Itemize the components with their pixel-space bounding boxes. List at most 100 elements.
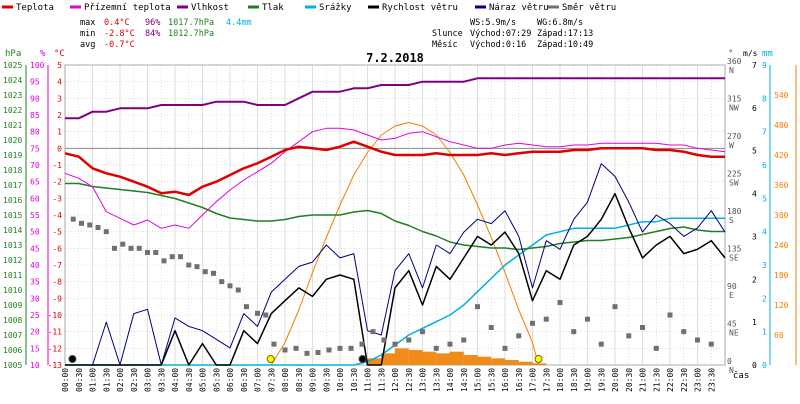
stat-min-temp: -2.8°C [104, 29, 135, 39]
tick-label-time: 20:00 [611, 368, 620, 392]
tick-label-wind: 0 [752, 361, 757, 370]
tick-label-time: 08:00 [281, 368, 290, 392]
wind-direction-point [161, 258, 167, 264]
wind-direction-point [708, 341, 714, 347]
tick-label-direction-name: S [729, 216, 734, 225]
tick-label-time: 01:00 [89, 368, 98, 392]
wind-direction-point [120, 241, 126, 247]
stat-max-press: 1017.7hPa [168, 18, 214, 28]
wind-direction-point [153, 250, 159, 255]
series-line-tlak [65, 182, 725, 251]
tick-label-direction: 315 [727, 95, 742, 104]
tick-label-rain: 6 [762, 161, 767, 170]
tick-label-percent: 20 [30, 328, 40, 337]
sun-label: Slunce [432, 29, 463, 39]
tick-label-wind: 7 [752, 61, 757, 70]
wind-direction-point [235, 287, 241, 293]
wind-direction-point [169, 254, 175, 260]
wind-direction-point [178, 254, 183, 260]
tick-label-direction: 360 [727, 57, 742, 66]
legend-label: Tlak [262, 3, 284, 13]
tick-label-time: 20:30 [625, 368, 634, 392]
wind-direction-point [502, 345, 508, 351]
tick-label-time: 07:00 [254, 368, 263, 392]
moonrise-time: Východ:0:16 [470, 40, 526, 50]
tick-label-percent: 80 [30, 128, 40, 137]
wind-direction-point [488, 325, 494, 330]
tick-label-hpa: 1006 [3, 346, 22, 355]
axis-title-percent: % [40, 49, 46, 59]
legend-label: Rychlost větru [382, 3, 458, 13]
sunset-time: Západ:17:13 [537, 29, 593, 39]
tick-label-sun: 120 [774, 301, 789, 310]
tick-label-celsius: 4 [57, 78, 62, 87]
legend-label: Náraz větru [489, 3, 549, 13]
tick-label-time: 12:30 [405, 368, 414, 392]
wind-direction-point [87, 222, 93, 228]
tick-label-time: 16:00 [501, 368, 510, 392]
wind-direction-point [447, 341, 453, 347]
tick-label-hpa: 1008 [3, 316, 22, 325]
tick-label-celsius: -13 [48, 361, 63, 370]
rain-bar [450, 351, 464, 365]
wind-direction-point [475, 304, 480, 310]
wind-direction-point [695, 337, 700, 343]
moon-label: Měsíc [432, 40, 458, 50]
tick-label-hpa: 1009 [3, 301, 22, 310]
wind-direction-point [128, 245, 134, 251]
tick-label-celsius: -9 [52, 294, 62, 303]
tick-label-time: 00:00 [61, 368, 70, 392]
sunrise-time: Východ:07:29 [470, 29, 531, 39]
rain-bar [381, 353, 395, 365]
series-line-naraz-vetru [65, 163, 726, 366]
wind-direction-point [202, 269, 208, 275]
tick-label-celsius: -1 [52, 161, 62, 170]
stat-max-rain: 4.4mm [226, 18, 252, 28]
tick-label-time: 05:30 [212, 368, 221, 392]
tick-label-rain: 9 [762, 61, 767, 70]
tick-label-direction-name: SW [729, 179, 739, 188]
tick-label-time: 05:00 [199, 368, 208, 392]
tick-label-percent: 55 [30, 211, 40, 220]
tick-label-sun: 60 [774, 331, 784, 340]
tick-label-celsius: -3 [52, 194, 62, 203]
tick-label-time: 23:30 [707, 368, 716, 392]
tick-label-rain: 5 [762, 194, 767, 203]
tick-label-hpa: 1021 [3, 121, 22, 130]
tick-label-percent: 75 [30, 144, 40, 153]
rain-bar [477, 356, 492, 365]
axis-title-time: čas [733, 370, 749, 381]
wind-direction-point [530, 320, 535, 326]
tick-label-hpa: 1020 [3, 136, 22, 145]
tick-label-hpa: 1005 [3, 361, 22, 370]
tick-label-hpa: 1016 [3, 196, 22, 205]
series-line-rychlost-vetru [65, 192, 726, 366]
wind-direction-point [653, 345, 659, 351]
legend-label: Směr větru [562, 3, 616, 13]
tick-label-hpa: 1022 [3, 106, 22, 115]
tick-label-hpa: 1014 [3, 226, 22, 235]
tick-label-celsius: -12 [48, 344, 63, 353]
tick-label-celsius: 2 [57, 111, 62, 120]
wind-direction-point [315, 350, 321, 355]
tick-label-time: 13:30 [432, 368, 441, 392]
tick-label-time: 17:00 [529, 368, 538, 392]
wind-direction-point [420, 329, 425, 335]
legend-label: Teplota [16, 3, 54, 13]
tick-label-hpa: 1015 [3, 211, 22, 220]
tick-label-celsius: -5 [52, 228, 62, 237]
tick-label-sun: 360 [774, 181, 789, 190]
grid [64, 64, 726, 366]
legend-label: Vlhkost [191, 3, 229, 13]
tick-label-rain: 7 [762, 128, 767, 137]
tick-label-percent: 85 [30, 111, 40, 120]
tick-label-time: 09:30 [322, 368, 331, 392]
tick-label-wind: 1 [752, 318, 757, 327]
tick-label-time: 13:00 [419, 368, 428, 392]
series-line-slunce [270, 122, 539, 366]
series-line-teplota [64, 140, 725, 197]
tick-label-direction-name: N [729, 366, 734, 375]
tick-label-percent: 100 [30, 61, 45, 70]
